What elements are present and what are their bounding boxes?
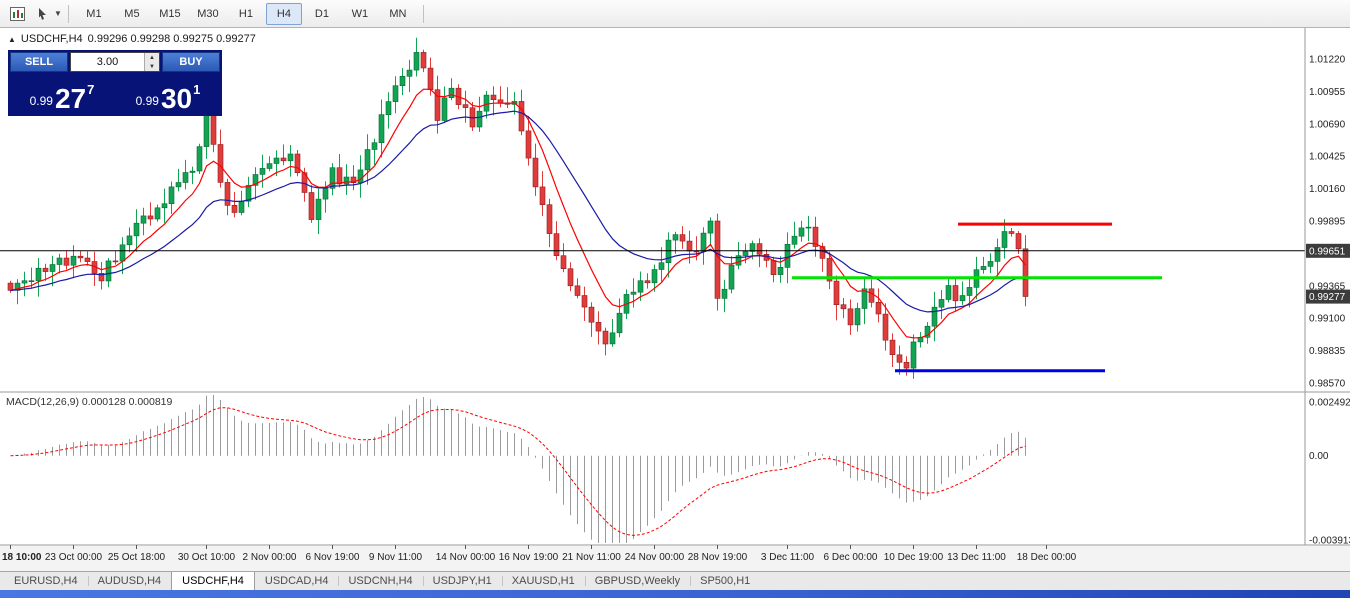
ask-price-prefix: 0.99 [135, 94, 159, 108]
svg-text:0.00: 0.00 [1309, 451, 1329, 462]
svg-text:1.00690: 1.00690 [1309, 119, 1346, 130]
timeframe-m1[interactable]: M1 [86, 7, 102, 20]
tab-audusd-h4[interactable]: AUDUSD,H4 [87, 572, 172, 590]
svg-text:6 Dec 00:00: 6 Dec 00:00 [824, 552, 878, 563]
top-toolbar: ▼ M1 M5 M15 M30 H1 H4 D1 W1 MN [0, 0, 1350, 28]
timeframe-w1[interactable]: W1 [351, 7, 369, 20]
volume-value[interactable]: 3.00 [96, 56, 119, 68]
svg-text:6 Nov 19:00: 6 Nov 19:00 [306, 552, 360, 563]
svg-text:2 Nov 00:00: 2 Nov 00:00 [243, 552, 297, 563]
svg-text:30 Oct 10:00: 30 Oct 10:00 [178, 552, 236, 563]
one-click-trade-panel: SELL 3.00 ▲ ▼ BUY 0.99 27 7 0.99 30 1 [8, 50, 222, 116]
svg-text:0.99365: 0.99365 [1309, 281, 1346, 292]
volume-input[interactable]: 3.00 ▲ ▼ [70, 52, 160, 72]
ask-price-pip: 1 [193, 82, 201, 97]
timeframe-h4[interactable]: H4 [265, 2, 302, 25]
tab-usdcnh-h4[interactable]: USDCNH,H4 [338, 572, 422, 590]
timeframe-d1[interactable]: D1 [314, 7, 329, 20]
horizontal-scrollbar[interactable] [0, 590, 1350, 598]
symbol-name: USDCHF,H4 [20, 33, 83, 45]
timeframe-m30[interactable]: M30 [197, 7, 219, 20]
svg-text:1.00955: 1.00955 [1309, 87, 1346, 98]
svg-text:1.00160: 1.00160 [1309, 184, 1346, 195]
tab-usdjpy-h1[interactable]: USDJPY,H1 [422, 572, 502, 590]
svg-text:0.99277: 0.99277 [1309, 292, 1346, 303]
svg-text:21 Nov 11:00: 21 Nov 11:00 [562, 552, 621, 563]
svg-text:16 Nov 19:00: 16 Nov 19:00 [499, 552, 559, 563]
chart-area: 1.01220 1.00955 1.00690 1.00425 1.00160 0.998… [0, 28, 1350, 571]
volume-down-icon[interactable]: ▼ [145, 62, 159, 71]
timeframe-h1[interactable]: H1 [238, 7, 253, 20]
svg-text:9 Nov 11:00: 9 Nov 11:00 [369, 552, 423, 563]
toolbar-separator [422, 4, 424, 23]
svg-text:0.99100: 0.99100 [1309, 314, 1346, 325]
toolbar-separator [67, 4, 69, 23]
crosshair-pointer-icon[interactable] [31, 2, 55, 26]
ask-price-tile[interactable]: 0.99 30 1 [116, 74, 220, 114]
svg-text:0.99651: 0.99651 [1309, 246, 1346, 257]
bid-price-big: 27 [54, 83, 87, 115]
svg-text:0.98570: 0.98570 [1309, 379, 1346, 390]
svg-text:0.98835: 0.98835 [1309, 346, 1346, 357]
svg-text:0.99895: 0.99895 [1309, 217, 1346, 228]
svg-text:0.002492: 0.002492 [1309, 398, 1350, 409]
svg-text:23 Oct 00:00: 23 Oct 00:00 [45, 552, 103, 563]
tab-usdcad-h4[interactable]: USDCAD,H4 [264, 575, 329, 587]
svg-text:1.01220: 1.01220 [1309, 55, 1346, 66]
svg-text:10 Dec 19:00: 10 Dec 19:00 [884, 552, 944, 563]
svg-text:24 Nov 00:00: 24 Nov 00:00 [625, 552, 685, 563]
bid-price-pip: 7 [87, 82, 95, 97]
tab-eurusd-h4[interactable]: EURUSD,H4 [14, 575, 78, 587]
svg-text:13 Dec 11:00: 13 Dec 11:00 [947, 552, 1006, 563]
svg-text:25 Oct 18:00: 25 Oct 18:00 [108, 552, 166, 563]
svg-text:-0.003913: -0.003913 [1309, 536, 1350, 547]
svg-text:1.00425: 1.00425 [1309, 152, 1346, 163]
svg-text:3 Dec 11:00: 3 Dec 11:00 [761, 552, 815, 563]
ask-price-big: 30 [160, 83, 193, 115]
volume-up-icon[interactable]: ▲ [145, 53, 159, 62]
pointer-dropdown-caret-icon[interactable]: ▼ [54, 9, 62, 18]
tab-xauusd-h1[interactable]: XAUUSD,H1 [501, 572, 585, 590]
chart-window-icon[interactable] [5, 2, 29, 26]
svg-text:14 Nov 00:00: 14 Nov 00:00 [436, 552, 496, 563]
svg-text:18 10:00: 18 10:00 [2, 552, 42, 563]
bid-price-prefix: 0.99 [29, 94, 53, 108]
tab-gbpusd-weekly[interactable]: GBPUSD,Weekly [584, 572, 690, 590]
tick-direction-icon: ▲ [8, 34, 16, 44]
sell-button[interactable]: SELL [10, 52, 68, 72]
tab-sp500-h1[interactable]: SP500,H1 [690, 572, 760, 590]
buy-button[interactable]: BUY [162, 52, 220, 72]
tab-usdchf-h4[interactable]: USDCHF,H4 [171, 572, 255, 590]
chart-tabs-bar: EURUSD,H4 AUDUSD,H4 USDCHF,H4 USDCAD,H4 USDC… [0, 571, 1350, 590]
macd-indicator-label: MACD(12,26,9) 0.000128 0.000819 [6, 396, 173, 408]
chart-symbol-header: ▲ USDCHF,H4 0.99296 0.99298 0.99275 0.99… [8, 33, 256, 45]
price-chart-canvas[interactable]: 1.01220 1.00955 1.00690 1.00425 1.00160 0.998… [0, 28, 1350, 571]
timeframe-m15[interactable]: M15 [159, 7, 181, 20]
ohlc-values: 0.99296 0.99298 0.99275 0.99277 [87, 33, 256, 45]
svg-text:18 Dec 00:00: 18 Dec 00:00 [1017, 552, 1077, 563]
svg-text:28 Nov 19:00: 28 Nov 19:00 [688, 552, 748, 563]
bid-price-tile[interactable]: 0.99 27 7 [10, 74, 114, 114]
timeframe-group: M1 M5 M15 M30 H1 H4 D1 W1 MN [75, 2, 417, 25]
timeframe-m5[interactable]: M5 [124, 7, 140, 20]
timeframe-mn[interactable]: MN [389, 7, 407, 20]
